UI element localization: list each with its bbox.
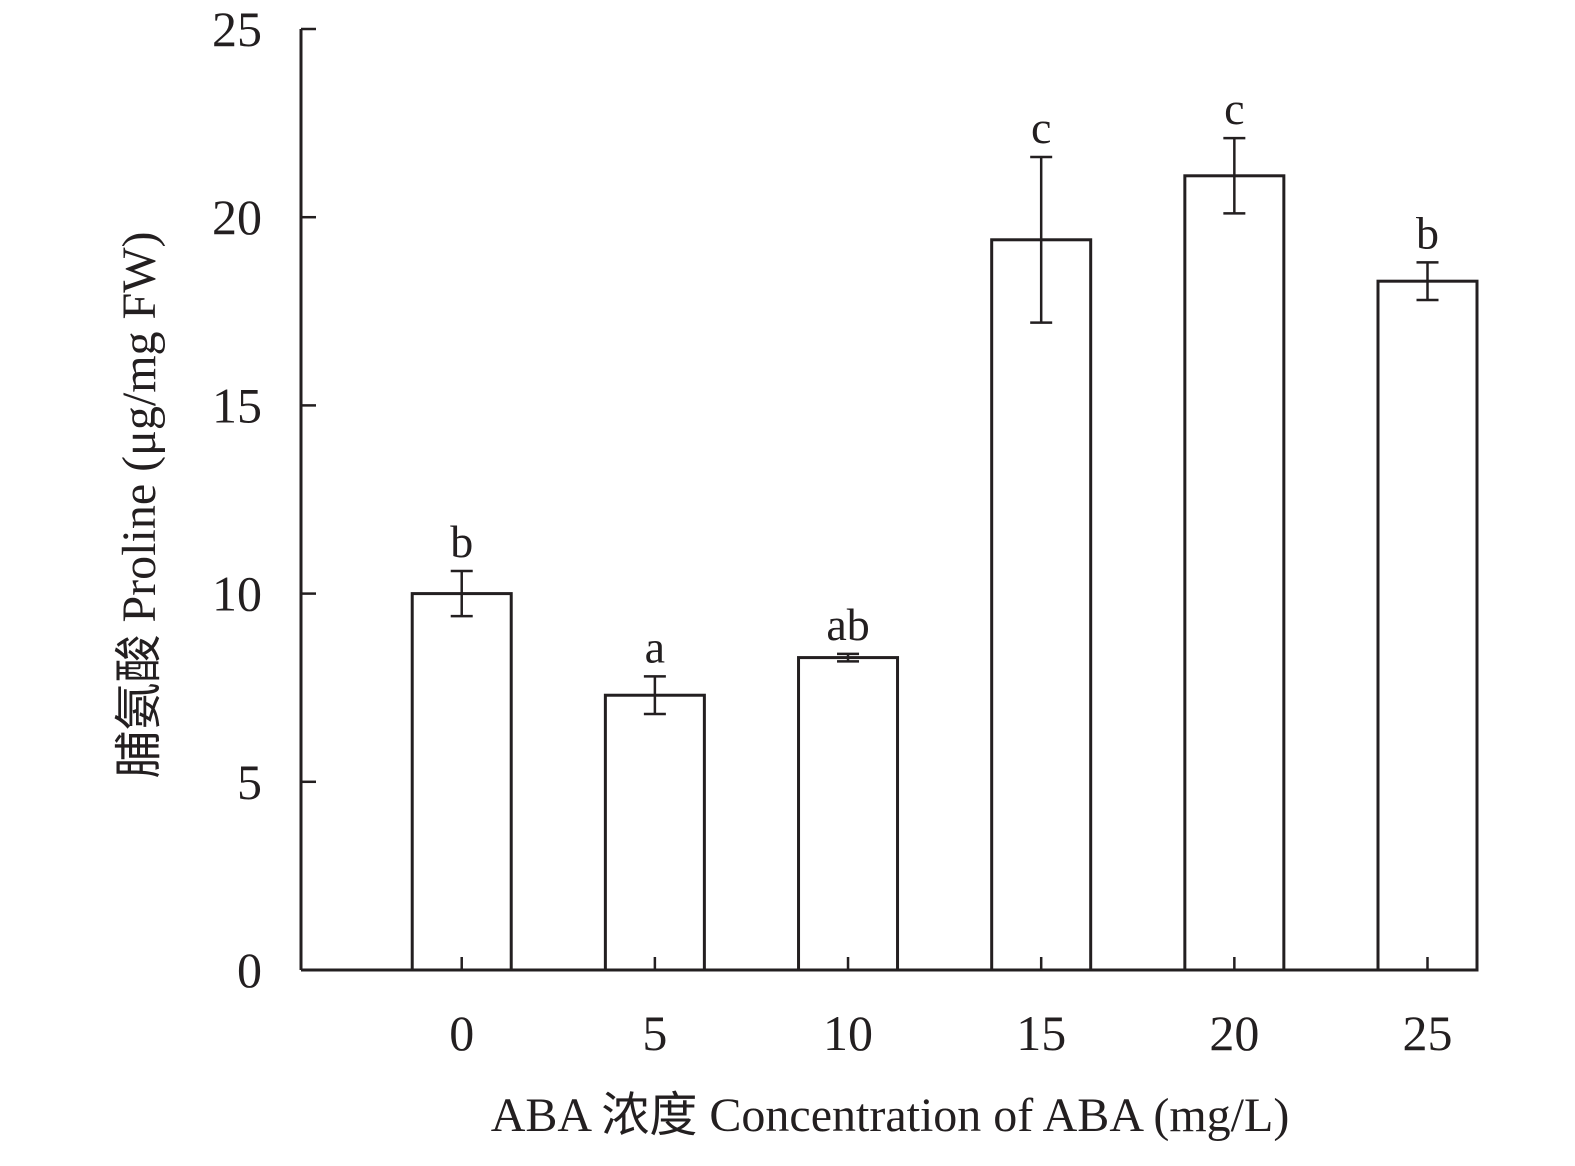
bar-5 [603,693,706,972]
bars-layer [410,174,1479,972]
y-tick-label-5: 5 [237,754,262,810]
bar-20 [1183,174,1286,972]
significance-labels-layer: b a ab c c b [450,83,1439,672]
error-bar-5 [643,675,666,716]
x-tick-label-5: 5 [642,1005,667,1061]
bar-0 [410,592,513,972]
error-bar-0 [450,569,473,618]
y-tick-label-10: 10 [212,566,262,622]
x-axis-title: ABA 浓度 Concentration of ABA (mg/L) [491,1089,1290,1142]
bar-25 [1376,279,1479,972]
y-tick-label-25: 25 [212,1,262,57]
error-bars-layer [450,136,1439,716]
y-tick-label-0: 0 [237,942,262,998]
ticks-layer: 0 5 10 15 20 25 0 5 10 15 20 25 [212,1,1453,1061]
bar-10 [797,656,900,972]
x-tick-label-0: 0 [449,1005,474,1061]
y-tick-label-20: 20 [212,189,262,245]
significance-label-5: a [645,621,665,672]
significance-label-15: c [1031,102,1051,153]
significance-label-25: b [1416,207,1439,258]
significance-label-20: c [1224,83,1244,134]
significance-label-0: b [450,516,473,567]
significance-label-10: ab [826,599,869,650]
error-bar-20 [1223,136,1246,215]
axes-layer [299,29,1477,972]
x-tick-label-25: 25 [1403,1005,1453,1061]
bar-15 [990,238,1093,972]
y-axis-title: 脯氨酸 Proline (μg/mg FW) [113,231,166,778]
error-bar-10 [837,652,860,663]
y-tick-label-15: 15 [212,377,262,433]
error-bar-15 [1030,155,1053,324]
x-tick-label-10: 10 [823,1005,873,1061]
x-tick-label-20: 20 [1209,1005,1259,1061]
x-tick-label-15: 15 [1016,1005,1066,1061]
error-bar-25 [1416,261,1439,302]
